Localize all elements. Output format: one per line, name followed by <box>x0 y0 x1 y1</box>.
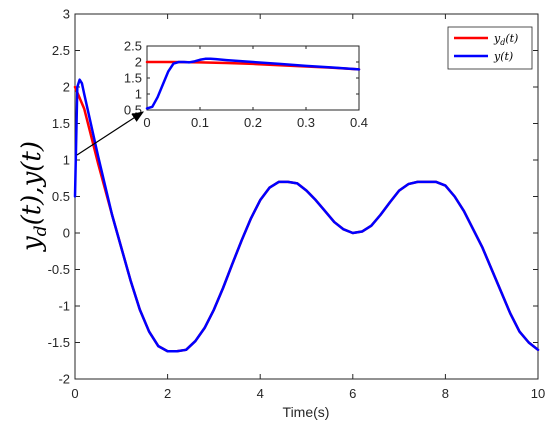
main-series-group <box>73 78 540 353</box>
main-ytick-label: 0 <box>63 226 70 241</box>
inset-xtick-label: 0.2 <box>244 115 262 130</box>
inset-xtick-label: 0.4 <box>350 115 368 130</box>
main-xtick-label: 10 <box>531 386 545 401</box>
legend: yd(t) y(t) <box>447 26 533 70</box>
zoom-arrow <box>76 111 145 156</box>
inset-xtick-label: 0.3 <box>297 115 315 130</box>
y-axis-label-y: y <box>17 236 47 252</box>
inset-xtick-label: 0.1 <box>191 115 209 130</box>
main-ytick-label: 3 <box>63 7 70 22</box>
main-ytick-label: -1.5 <box>48 335 70 350</box>
legend-label-y: y(t) <box>493 50 513 63</box>
main-ytick-label: -0.5 <box>48 262 70 277</box>
main-xtick-label: 4 <box>257 386 264 401</box>
main-series-line-y <box>73 78 540 353</box>
main-xtick-label: 0 <box>71 386 78 401</box>
main-ytick-label: 0.5 <box>52 189 70 204</box>
inset-series-line-y <box>145 57 361 110</box>
main-xtick-label: 2 <box>164 386 171 401</box>
main-xtick-label: 8 <box>442 386 449 401</box>
inset-plot-area <box>146 45 360 111</box>
x-axis-label: Time(s) <box>283 404 330 420</box>
legend-label-yd: yd(t) <box>493 32 518 47</box>
inset-series-group <box>145 57 361 110</box>
inset-ytick-label: 2 <box>135 55 142 70</box>
main-xtick-label: 6 <box>349 386 356 401</box>
main-ytick-label: 2.5 <box>52 43 70 58</box>
inset-ytick-label: 1.5 <box>124 71 142 86</box>
legend-label-yd-main: y <box>493 32 501 45</box>
main-ytick-label: -2 <box>58 372 70 387</box>
legend-label-yd-rest: (t) <box>505 32 518 45</box>
inset-ytick-label: 1 <box>135 87 142 102</box>
legend-box <box>447 26 533 70</box>
inset-xtick-label: 0 <box>143 115 150 130</box>
main-axis-ticks: 0 2 4 6 8 10-2-1.5-1-0.500.511.522.53 <box>48 7 546 401</box>
legend-label-yd-sub: d <box>500 38 505 47</box>
main-ytick-label: 1.5 <box>52 116 70 131</box>
inset-axis-ticks: 0 0.1 0.2 0.3 0.4 0.511.522.5 <box>124 39 368 130</box>
main-ytick-label: 1 <box>63 153 70 168</box>
y-axis-label-rest: (t),y(t) <box>17 141 47 225</box>
y-axis-label-sub: d <box>31 225 51 236</box>
main-ytick-label: -1 <box>58 299 70 314</box>
inset-ytick-label: 2.5 <box>124 39 142 54</box>
main-ytick-label: 2 <box>63 80 70 95</box>
y-axis-label: yd(t),y(t) <box>17 141 51 252</box>
inset-ytick-label: 0.5 <box>124 103 142 118</box>
